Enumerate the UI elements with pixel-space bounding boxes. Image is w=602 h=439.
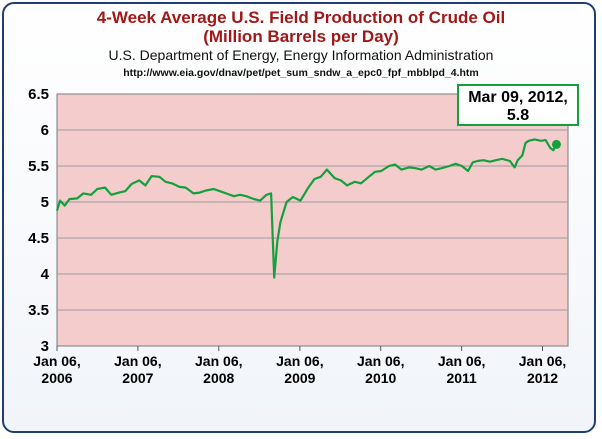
y-tick-label: 3.5 xyxy=(28,302,49,319)
y-tick-label: 5 xyxy=(41,194,49,211)
y-tick-label: 6.5 xyxy=(28,86,49,103)
x-tick-label: Jan 06, xyxy=(438,353,485,369)
x-tick-year: 2007 xyxy=(122,370,153,386)
x-tick-label: Jan 06, xyxy=(195,353,242,369)
x-tick-label: Jan 06, xyxy=(357,353,404,369)
chart-title: 4-Week Average U.S. Field Production of … xyxy=(97,8,505,27)
x-tick-year: 2011 xyxy=(446,370,477,386)
x-tick-label: Jan 06, xyxy=(276,353,323,369)
x-tick-label: Jan 06, xyxy=(114,353,161,369)
annotation-value: 5.8 xyxy=(507,107,529,124)
series-line xyxy=(55,138,558,279)
y-tick-label: 6 xyxy=(41,122,49,139)
y-tick-label: 3 xyxy=(41,338,49,355)
gridlines xyxy=(57,129,568,311)
x-tick-year: 2012 xyxy=(527,370,558,386)
x-tick-year: 2009 xyxy=(284,370,315,386)
plot-area xyxy=(56,93,569,347)
x-tick-label: Jan 06, xyxy=(519,353,566,369)
y-tick-label: 4 xyxy=(41,266,50,283)
chart-title-line2: (Million Barrels per Day) xyxy=(203,27,399,46)
annotation-callout: Mar 09, 2012, 5.8 xyxy=(457,84,579,126)
x-tick-year: 2008 xyxy=(203,370,234,386)
x-tick-year: 2010 xyxy=(365,370,396,386)
x-tick-year: 2006 xyxy=(41,370,72,386)
annotation-date: Mar 09, 2012, xyxy=(468,89,568,106)
x-tick-label: Jan 06, xyxy=(33,353,80,369)
last-point-marker xyxy=(551,139,561,149)
y-tick-label: 4.5 xyxy=(28,230,49,247)
y-axis-ticks: 3 3.5 4 4.5 5 5.5 6 6.5 xyxy=(28,86,50,355)
annotation-box xyxy=(457,84,579,126)
y-tick-label: 5.5 xyxy=(28,158,49,175)
chart-subtitle: U.S. Department of Energy, Energy Inform… xyxy=(109,47,494,63)
source-url: http://www.eia.gov/dnav/pet/pet_sum_sndw… xyxy=(123,67,479,79)
